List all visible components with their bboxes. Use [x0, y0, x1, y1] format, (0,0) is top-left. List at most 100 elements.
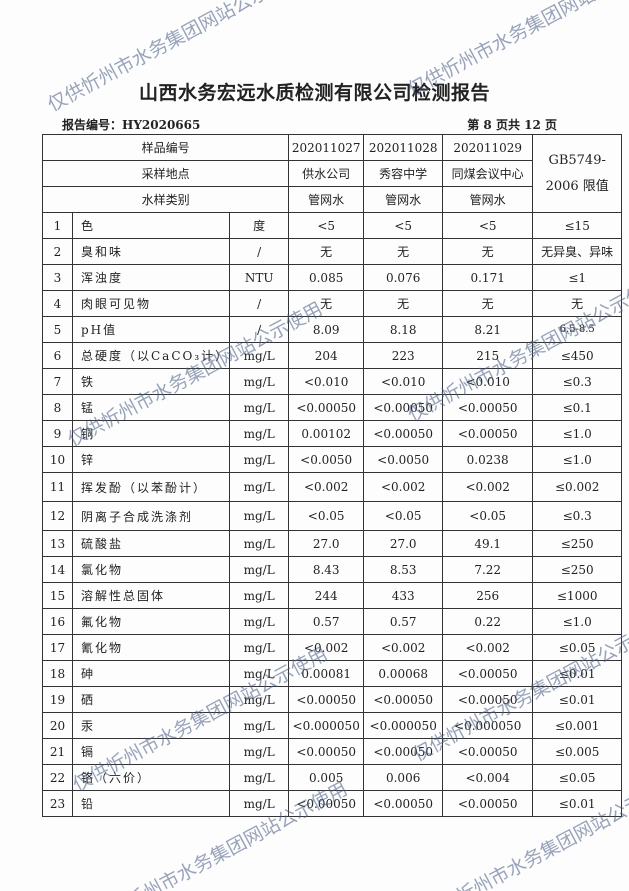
- value: 0.00068: [363, 660, 444, 687]
- table-row: 5 pH值/8.09 8.18 8.21 6.5-8.5: [42, 316, 623, 343]
- table-row: 22 铬（六价） mg/L 0.005 0.006 <0.004 ≤0.05: [42, 764, 623, 791]
- row-number: 23: [42, 790, 73, 817]
- unit: 度: [229, 212, 290, 239]
- item-name: 总硬度（以CaCO₃计）: [71, 342, 231, 369]
- unit: mg/L: [229, 764, 290, 791]
- value: <0.00050: [442, 660, 534, 687]
- table-row: 11 挥发酚（以苯酚计） mg/L <0.002 <0.002 <0.002 ≤0.002: [42, 472, 623, 502]
- table-row: 7 铁 mg/L <0.010 <0.010 <0.010 ≤0.3: [42, 368, 623, 395]
- location-label: 采样地点: [41, 160, 290, 187]
- sample-no-row: 样品编号 202011027 202011028 202011029 GB574…: [41, 134, 623, 213]
- limit: ≤0.3: [532, 501, 623, 531]
- value: 27.0: [363, 530, 444, 557]
- unit: /: [229, 316, 290, 343]
- value: <0.000050: [442, 712, 534, 739]
- value: 8.43: [288, 556, 365, 583]
- value: 0.00102: [288, 420, 365, 447]
- row-number: 11: [42, 472, 73, 502]
- row-number: 13: [42, 530, 73, 557]
- sample-type: 管网水: [442, 186, 534, 213]
- table-row: 10 锌 mg/L <0.0050 <0.0050 0.0238 ≤1.0: [42, 446, 623, 473]
- row-number: 20: [42, 712, 73, 739]
- sample-no: 202011028: [363, 134, 444, 161]
- item-name: 汞: [71, 712, 231, 739]
- limit: ≤1.0: [532, 420, 623, 447]
- value: 256: [442, 582, 534, 609]
- table-row: 8 锰 mg/L <0.00050 <0.00050 <0.00050 ≤0.1: [42, 394, 623, 421]
- item-name: 色: [71, 212, 231, 239]
- row-number: 5: [42, 316, 73, 343]
- value: <0.010: [288, 368, 365, 395]
- row-number: 22: [42, 764, 73, 791]
- value: 204: [288, 342, 365, 369]
- sample-no-label: 样品编号: [41, 134, 290, 161]
- limit: ≤250: [532, 556, 623, 583]
- value: <0.05: [363, 501, 444, 531]
- unit: mg/L: [229, 582, 290, 609]
- sample-no: 202011027: [288, 134, 365, 161]
- value: <0.002: [442, 472, 534, 502]
- limit: ≤0.01: [532, 660, 623, 687]
- item-name: 铁: [71, 368, 231, 395]
- row-number: 10: [42, 446, 73, 473]
- item-name: 砷: [71, 660, 231, 687]
- item-name: 铬（六价）: [71, 764, 231, 791]
- table-row: 16 氟化物 mg/L 0.57 0.57 0.22 ≤1.0: [42, 608, 623, 635]
- limit: 6.5-8.5: [532, 316, 623, 343]
- value: <0.00050: [363, 686, 444, 713]
- limit: ≤1.0: [532, 446, 623, 473]
- type-row: 水样类别 管网水 管网水 管网水: [41, 186, 622, 213]
- value: 433: [363, 582, 444, 609]
- row-number: 16: [42, 608, 73, 635]
- value: 0.085: [288, 264, 365, 291]
- value: 无: [288, 238, 365, 265]
- unit: mg/L: [229, 420, 290, 447]
- unit: mg/L: [229, 608, 290, 635]
- row-number: 2: [42, 238, 73, 265]
- value: 8.18: [363, 316, 444, 343]
- value: 无: [442, 290, 534, 317]
- value: 无: [288, 290, 365, 317]
- table-row: 12 阴离子合成洗涤剂 mg/L <0.05 <0.05 <0.05 ≤0.3: [42, 501, 623, 531]
- report-title: 山西水务宏远水质检测有限公司检测报告: [138, 82, 490, 104]
- unit: mg/L: [229, 342, 290, 369]
- sample-no: 202011029: [442, 134, 534, 161]
- table-row: 15 溶解性总固体 mg/L 244 433 256 ≤1000: [42, 582, 623, 609]
- limit: ≤0.01: [532, 790, 623, 817]
- value: <0.00050: [442, 790, 534, 817]
- table-row: 20 汞 mg/L <0.000050 <0.000050 <0.000050 ≤0.001: [42, 712, 623, 739]
- limit: 无异臭、异味: [532, 238, 623, 265]
- value: <0.002: [288, 634, 365, 661]
- value: <0.000050: [288, 712, 365, 739]
- sample-location: 同煤会议中心: [442, 160, 534, 187]
- value: 8.53: [363, 556, 444, 583]
- table-row: 9 铜 mg/L 0.00102 <0.00050 <0.00050 ≤1.0: [42, 420, 623, 447]
- limit: ≤15: [532, 212, 623, 239]
- row-number: 4: [42, 290, 73, 317]
- value: 223: [363, 342, 444, 369]
- value: <0.0050: [363, 446, 444, 473]
- value: <5: [363, 212, 444, 239]
- item-name: 镉: [71, 738, 231, 765]
- value: 244: [288, 582, 365, 609]
- value: <0.00050: [363, 420, 444, 447]
- sample-type: 管网水: [288, 186, 365, 213]
- table-row: 4 肉眼可见物 / 无无无无: [42, 290, 623, 317]
- limit: ≤0.3: [532, 368, 623, 395]
- value: <5: [442, 212, 534, 239]
- limit: ≤0.002: [532, 472, 623, 502]
- unit: mg/L: [229, 472, 290, 502]
- row-number: 14: [42, 556, 73, 583]
- value: <0.002: [363, 634, 444, 661]
- value: 0.57: [363, 608, 444, 635]
- table-row: 23 铅 mg/L <0.00050 <0.00050 <0.00050 ≤0.01: [42, 790, 623, 817]
- value: <0.00050: [363, 790, 444, 817]
- unit: /: [229, 290, 290, 317]
- value: <0.0050: [288, 446, 365, 473]
- value: 无: [363, 290, 444, 317]
- page-info: 第 8 页共 12 页: [467, 118, 557, 132]
- value: <0.00050: [288, 394, 365, 421]
- value: <0.00050: [442, 686, 534, 713]
- value: <0.05: [442, 501, 534, 531]
